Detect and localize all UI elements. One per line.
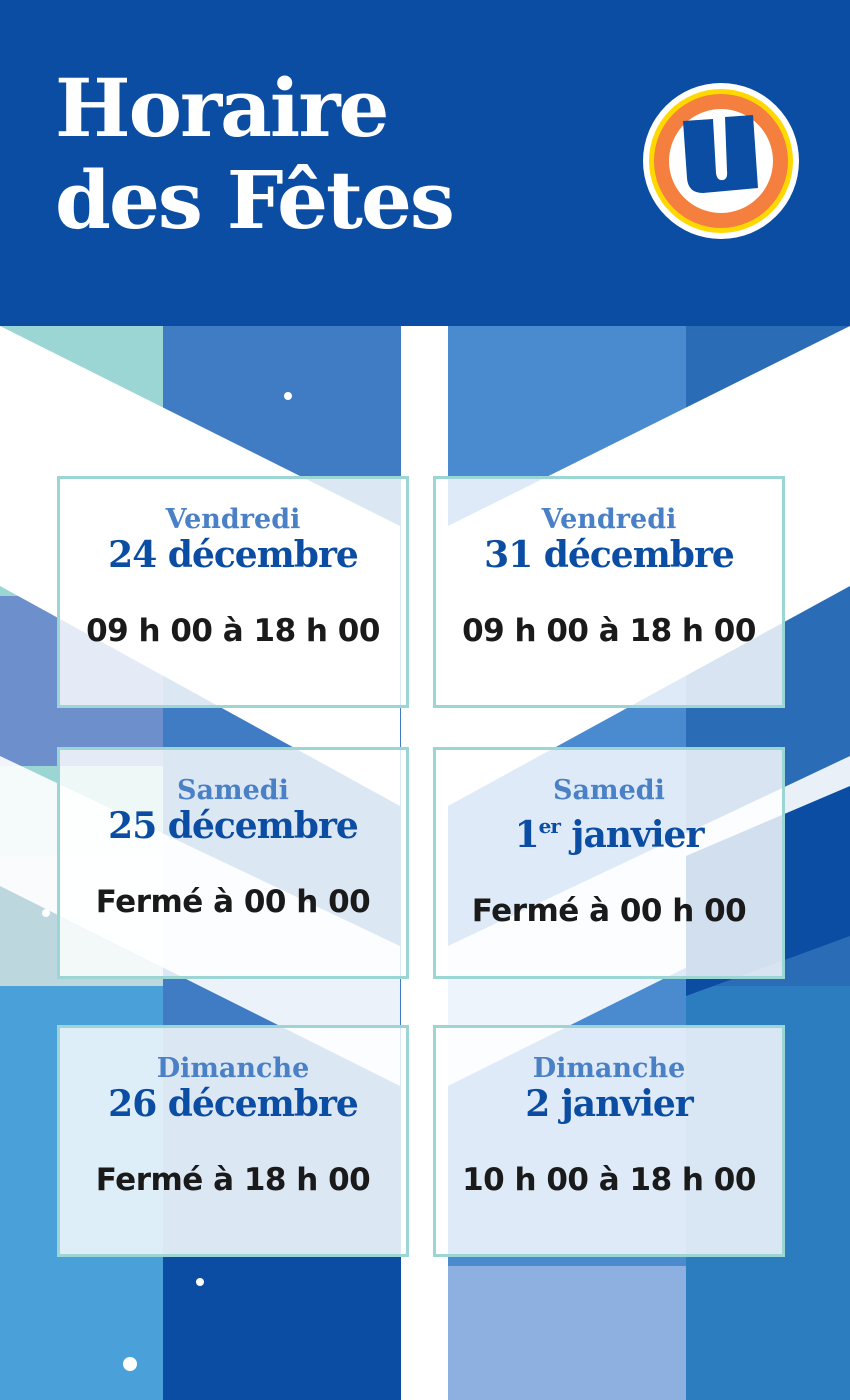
day-label: Samedi [177,775,289,806]
day-label: Samedi [553,775,665,806]
hours-label: 09 h 00 à 18 h 00 [86,613,380,649]
schedule-card: Vendredi 31 décembre 09 h 00 à 18 h 00 [433,476,785,708]
title-line-2: des Fêtes [55,153,455,247]
date-label: 31 décembre [484,534,735,576]
schedule-card: Samedi 25 décembre Fermé à 00 h 00 [57,747,409,979]
day-label: Dimanche [156,1053,310,1084]
day-label: Dimanche [532,1053,686,1084]
date-label: 26 décembre [108,1083,359,1125]
schedule-card: Vendredi 24 décembre 09 h 00 à 18 h 00 [57,476,409,708]
schedule-card: Samedi 1er janvier Fermé à 00 h 00 [433,747,785,979]
page-title: Horaire des Fêtes [55,61,455,247]
hours-label: 09 h 00 à 18 h 00 [462,613,756,649]
title-line-1: Horaire [55,61,389,155]
hours-label: Fermé à 18 h 00 [95,1162,371,1198]
date-label: 25 décembre [108,805,359,847]
date-label: 24 décembre [108,534,359,576]
date-label: 1er janvier [436,806,782,855]
schedule-card: Dimanche 2 janvier 10 h 00 à 18 h 00 [433,1025,785,1257]
day-label: Vendredi [165,504,301,535]
header: Horaire des Fêtes [0,0,850,326]
hours-label: 10 h 00 à 18 h 00 [462,1162,756,1198]
date-label: 2 janvier [525,1083,694,1125]
hours-label: Fermé à 00 h 00 [471,893,747,929]
day-label: Vendredi [541,504,677,535]
date-number: 1 [514,814,540,856]
hours-label: Fermé à 00 h 00 [95,884,371,920]
u-logo [643,83,799,239]
date-month: janvier [559,814,704,856]
date-ordinal: er [538,814,561,838]
schedule-card: Dimanche 26 décembre Fermé à 18 h 00 [57,1025,409,1257]
